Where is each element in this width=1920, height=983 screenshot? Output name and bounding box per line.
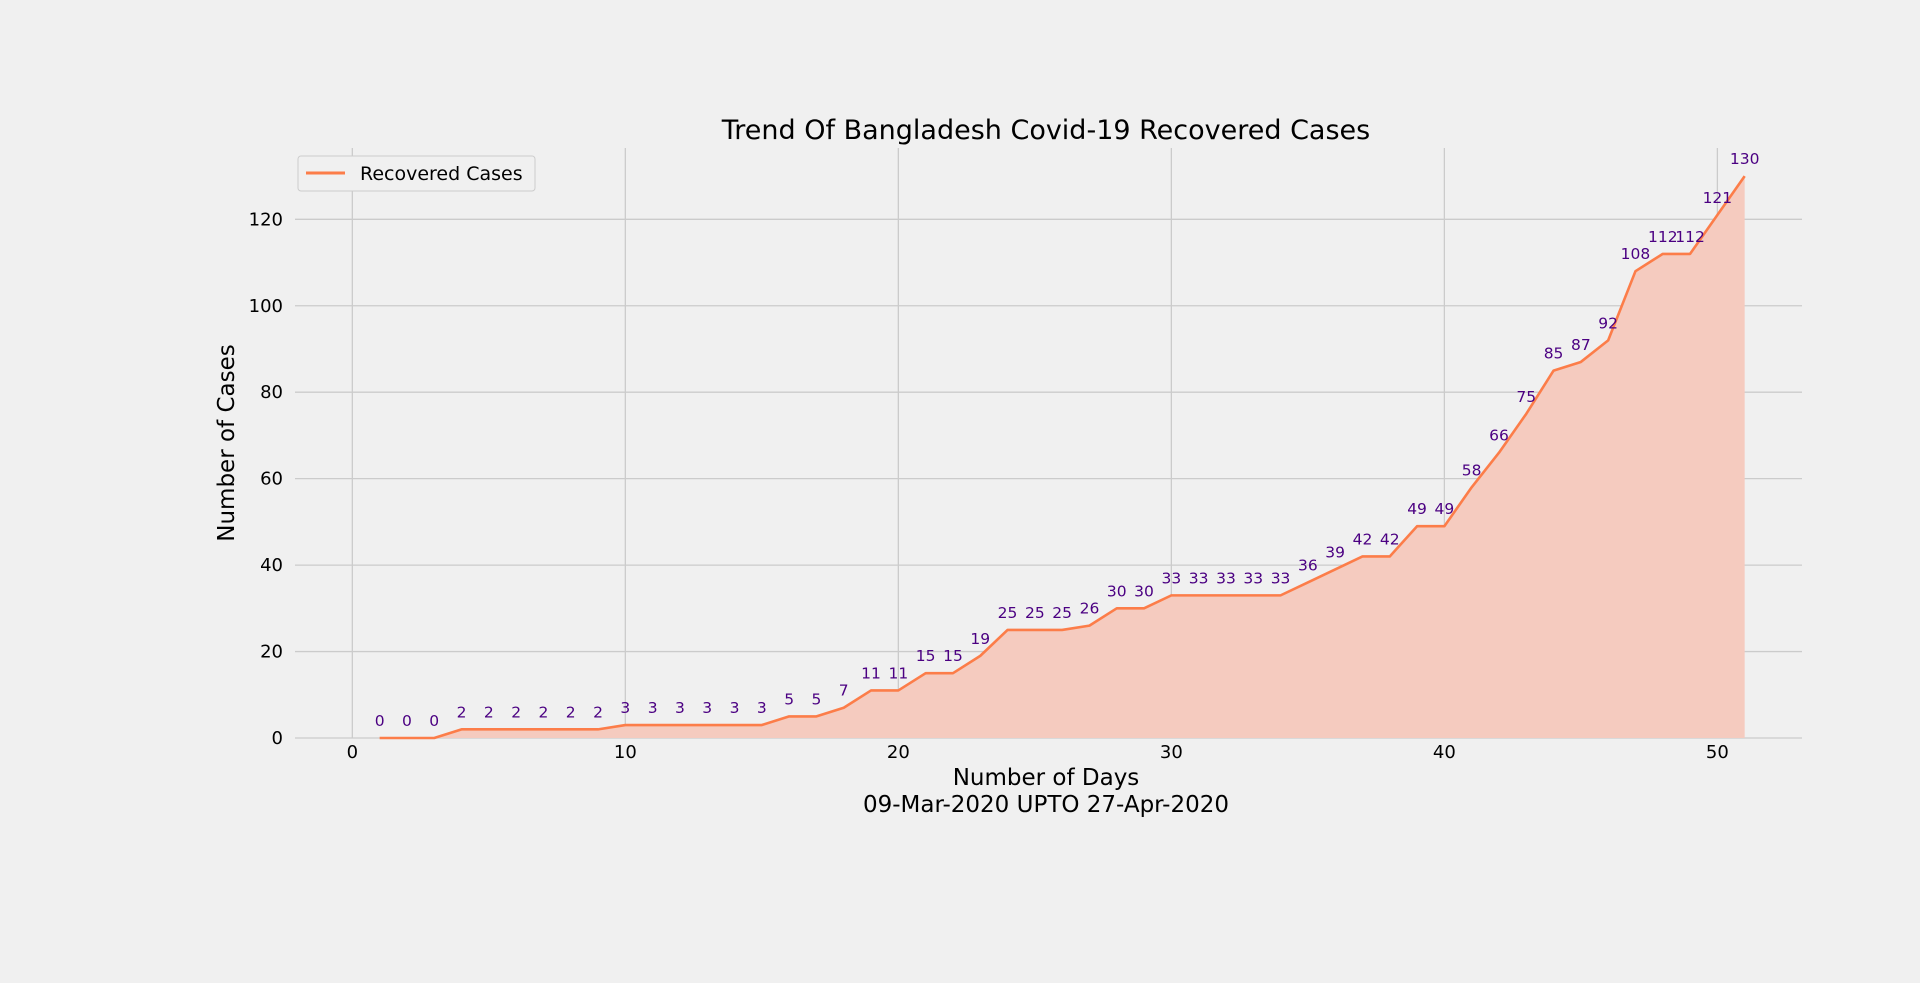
- data-label: 3: [675, 699, 685, 717]
- data-label: 75: [1516, 388, 1536, 406]
- data-label: 30: [1134, 582, 1154, 600]
- data-label: 2: [484, 703, 494, 721]
- legend: Recovered Cases: [297, 155, 536, 192]
- data-label: 33: [1161, 569, 1181, 587]
- data-label: 26: [1080, 600, 1100, 618]
- data-label: 42: [1380, 530, 1400, 548]
- legend-box: [297, 155, 536, 192]
- series-line: [379, 175, 1746, 740]
- data-label: 92: [1598, 314, 1618, 332]
- data-label: 3: [730, 699, 740, 717]
- data-label: 42: [1353, 530, 1373, 548]
- data-label: 25: [1052, 604, 1072, 622]
- data-label: 3: [648, 699, 658, 717]
- x-tick-label: 20: [887, 742, 910, 763]
- data-label: 49: [1434, 500, 1454, 518]
- data-label: 15: [916, 647, 936, 665]
- data-label: 112: [1675, 228, 1705, 246]
- data-label: 5: [784, 690, 794, 708]
- data-label: 39: [1325, 543, 1345, 561]
- x-axis-sublabel: 09-Mar-2020 UPTO 27-Apr-2020: [863, 792, 1229, 818]
- x-tick-label: 40: [1433, 742, 1456, 763]
- data-label: 2: [538, 703, 548, 721]
- data-label: 19: [970, 630, 990, 648]
- data-label: 3: [757, 699, 767, 717]
- data-label: 87: [1571, 336, 1591, 354]
- y-tick-label: 20: [260, 642, 283, 663]
- data-label: 85: [1544, 345, 1564, 363]
- data-label: 2: [457, 703, 467, 721]
- data-label: 33: [1189, 569, 1209, 587]
- data-label: 25: [998, 604, 1018, 622]
- data-label: 30: [1107, 582, 1127, 600]
- y-tick-label: 40: [260, 555, 283, 576]
- area-layer: [379, 176, 1745, 739]
- data-label: 0: [429, 712, 439, 730]
- data-label: 5: [812, 690, 822, 708]
- x-tick-label: 30: [1160, 742, 1183, 763]
- area-fill: [379, 176, 1745, 739]
- data-label: 2: [566, 703, 576, 721]
- data-label: 121: [1703, 189, 1733, 207]
- data-label: 7: [839, 682, 849, 700]
- data-label: 2: [593, 703, 603, 721]
- data-label: 33: [1243, 569, 1263, 587]
- data-label: 2: [511, 703, 521, 721]
- data-label: 25: [1025, 604, 1045, 622]
- data-label: 11: [861, 664, 881, 682]
- data-label: 3: [620, 699, 630, 717]
- data-label: 36: [1298, 556, 1318, 574]
- data-label: 112: [1648, 228, 1678, 246]
- x-tick-label: 10: [614, 742, 637, 763]
- data-label: 49: [1407, 500, 1427, 518]
- data-label: 3: [702, 699, 712, 717]
- y-axis-label: Number of Cases: [214, 344, 240, 541]
- data-label: 0: [375, 712, 385, 730]
- data-label: 0: [402, 712, 412, 730]
- y-tick-label: 100: [249, 296, 283, 317]
- data-label: 33: [1216, 569, 1236, 587]
- data-label: 33: [1271, 569, 1291, 587]
- data-label: 15: [943, 647, 963, 665]
- data-label: 58: [1462, 461, 1482, 479]
- y-tick-label: 0: [272, 728, 283, 749]
- x-tick-label: 0: [347, 742, 358, 763]
- chart-title: Trend Of Bangladesh Covid-19 Recovered C…: [721, 115, 1370, 146]
- legend-label: Recovered Cases: [360, 163, 523, 185]
- data-label: 11: [888, 664, 908, 682]
- line-layer: [379, 175, 1746, 740]
- data-label: 66: [1489, 427, 1509, 445]
- x-tick-label: 50: [1706, 742, 1729, 763]
- data-label: 108: [1621, 245, 1651, 263]
- data-label: 130: [1730, 150, 1760, 168]
- x-axis-label: Number of Days: [953, 765, 1140, 791]
- y-tick-label: 120: [249, 209, 283, 230]
- y-tick-label: 60: [260, 469, 283, 490]
- y-tick-label: 80: [260, 382, 283, 403]
